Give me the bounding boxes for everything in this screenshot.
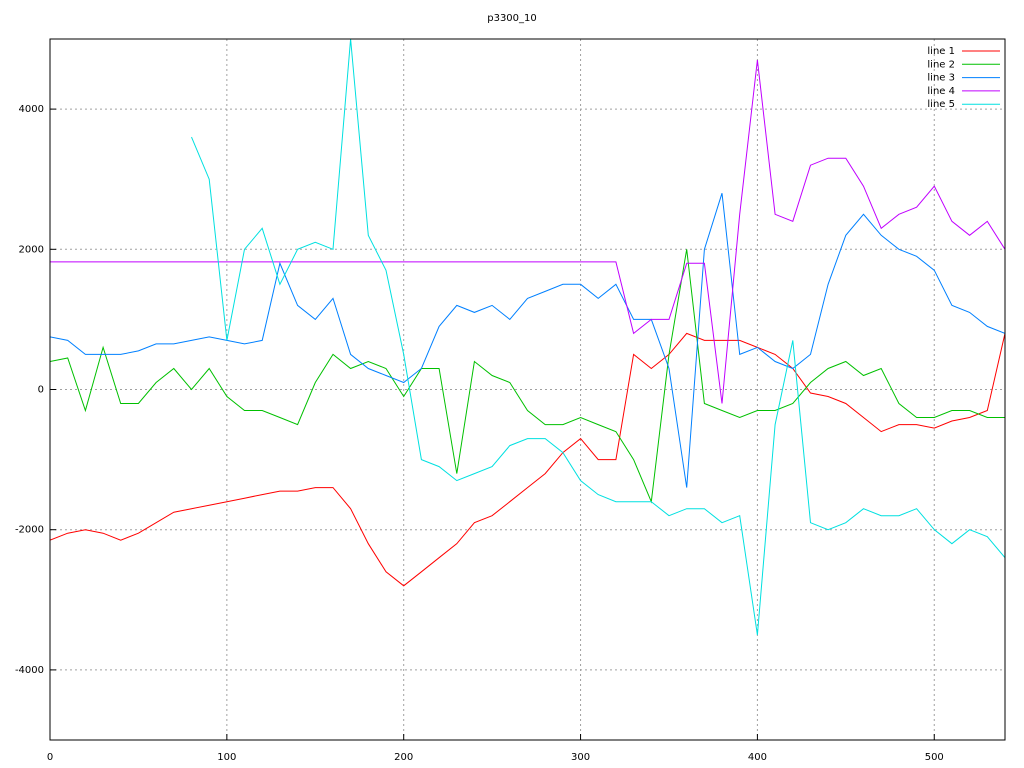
legend-label: line 3 (927, 73, 955, 84)
y-tick-label: 0 (38, 385, 44, 396)
grid: 0 100 200 300 400 500 -4000 -2000 0 2000 4000 (15, 39, 1005, 763)
legend: line 1 line 2 line 3 line 4 line 5 (927, 46, 1000, 110)
data-line (50, 332, 1005, 587)
x-tick-label: 100 (217, 752, 236, 763)
y-tick-label: 2000 (19, 244, 44, 255)
y-tick-label: -2000 (15, 525, 44, 536)
legend-label: line 2 (927, 59, 955, 70)
plot-border (49, 38, 1006, 741)
y-tick-label: -4000 (15, 665, 44, 676)
y-tick-label: 4000 (19, 104, 44, 115)
data-line (50, 193, 1005, 488)
legend-label: line 5 (927, 99, 955, 110)
data-line (50, 249, 1005, 504)
x-tick-label: 500 (925, 752, 944, 763)
x-tick-label: 0 (47, 752, 53, 763)
legend-label: line 1 (927, 46, 955, 57)
data-line (50, 59, 1005, 404)
legend-label: line 4 (927, 86, 955, 97)
chart-title: p3300_10 (487, 13, 537, 24)
plot-area (50, 39, 1005, 635)
x-tick-label: 400 (748, 752, 767, 763)
data-line (191, 39, 1005, 635)
x-tick-label: 200 (394, 752, 413, 763)
x-tick-label: 300 (571, 752, 590, 763)
